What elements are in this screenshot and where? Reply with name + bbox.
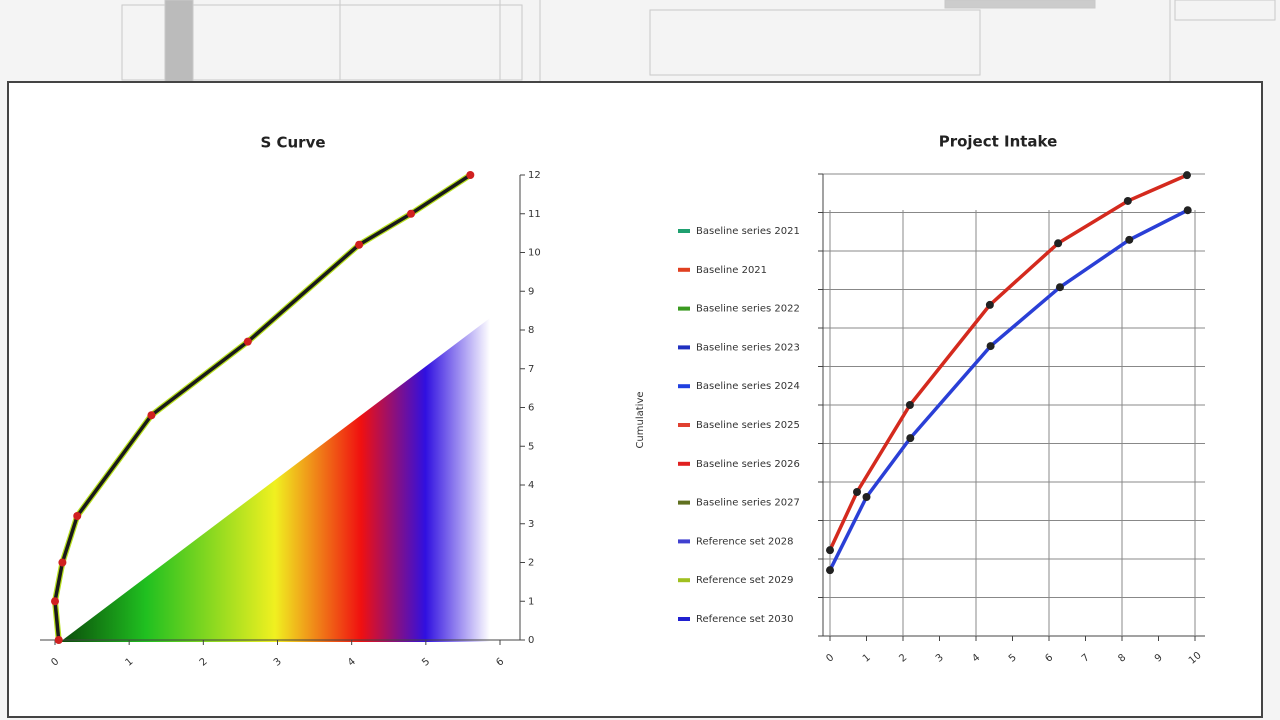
x-tick-label: 6 (1043, 652, 1055, 665)
x-tick-label: 6 (494, 656, 506, 669)
x-tick-label: 0 (49, 656, 61, 669)
point (147, 411, 156, 420)
point (1183, 206, 1192, 215)
x-tick-label: 1 (861, 652, 873, 665)
point (853, 488, 862, 497)
x-tick-label: 2 (897, 652, 909, 665)
legend-label: Baseline series 2026 (696, 459, 800, 470)
point (1125, 235, 1134, 244)
legend-label: Baseline series 2023 (696, 342, 800, 353)
background-blueprint (121, 0, 1276, 83)
y-tick-label: 2 (528, 558, 534, 569)
y-tick-label: 7 (528, 364, 534, 375)
point (407, 209, 415, 218)
chart-title: S Curve (260, 134, 325, 152)
point (51, 597, 59, 606)
point (466, 171, 475, 179)
point (905, 401, 914, 409)
x-tick-label: 1 (124, 656, 136, 669)
x-tick-label: 9 (1153, 652, 1165, 665)
legend-label: Baseline 2021 (696, 265, 767, 276)
y-axis-label: Cumulative (635, 391, 646, 448)
y-tick-label: 11 (528, 209, 541, 220)
x-tick-label: 4 (970, 652, 982, 665)
x-tick-label: 4 (346, 656, 358, 669)
point (243, 337, 252, 346)
y-tick-label: 12 (528, 170, 541, 181)
point (1055, 283, 1064, 292)
legend-label: Baseline series 2024 (696, 381, 800, 392)
point (54, 636, 63, 644)
spectrum-triangle (60, 318, 490, 642)
point (906, 434, 915, 443)
x-tick-label: 8 (1116, 652, 1128, 665)
point (986, 342, 995, 351)
point (355, 240, 364, 249)
y-tick-label: 8 (528, 325, 534, 336)
point (985, 300, 994, 309)
legend-label: Reference set 2029 (696, 575, 793, 586)
x-tick-label: 5 (420, 656, 432, 669)
legend-label: Baseline series 2021 (696, 226, 800, 237)
y-tick-label: 0 (528, 635, 534, 646)
legend-label: Baseline series 2022 (696, 304, 800, 315)
y-tick-label: 9 (528, 286, 534, 297)
point (1123, 196, 1132, 205)
point (1182, 171, 1191, 180)
point (826, 546, 834, 555)
legend-label: Baseline series 2025 (696, 420, 800, 431)
y-tick-label: 4 (528, 480, 534, 491)
y-tick-label: 3 (528, 519, 534, 530)
point (73, 512, 82, 520)
x-tick-label: 3 (272, 656, 284, 669)
y-tick-label: 1 (528, 596, 534, 607)
point (1054, 239, 1063, 248)
x-tick-label: 2 (198, 656, 210, 669)
point (826, 566, 834, 575)
x-tick-label: 3 (934, 652, 946, 665)
point (862, 493, 871, 502)
y-tick-label: 10 (528, 248, 541, 259)
x-tick-label: 5 (1007, 652, 1019, 665)
y-tick-label: 6 (528, 403, 534, 414)
legend-label: Baseline series 2027 (696, 498, 800, 509)
point (58, 558, 67, 567)
legend-label: Reference set 2030 (696, 614, 793, 625)
x-tick-label: 7 (1080, 652, 1092, 665)
chart-title: Project Intake (939, 133, 1058, 151)
legend-label: Reference set 2028 (696, 536, 793, 547)
x-tick-label: 0 (824, 652, 836, 665)
y-tick-label: 5 (528, 441, 534, 452)
